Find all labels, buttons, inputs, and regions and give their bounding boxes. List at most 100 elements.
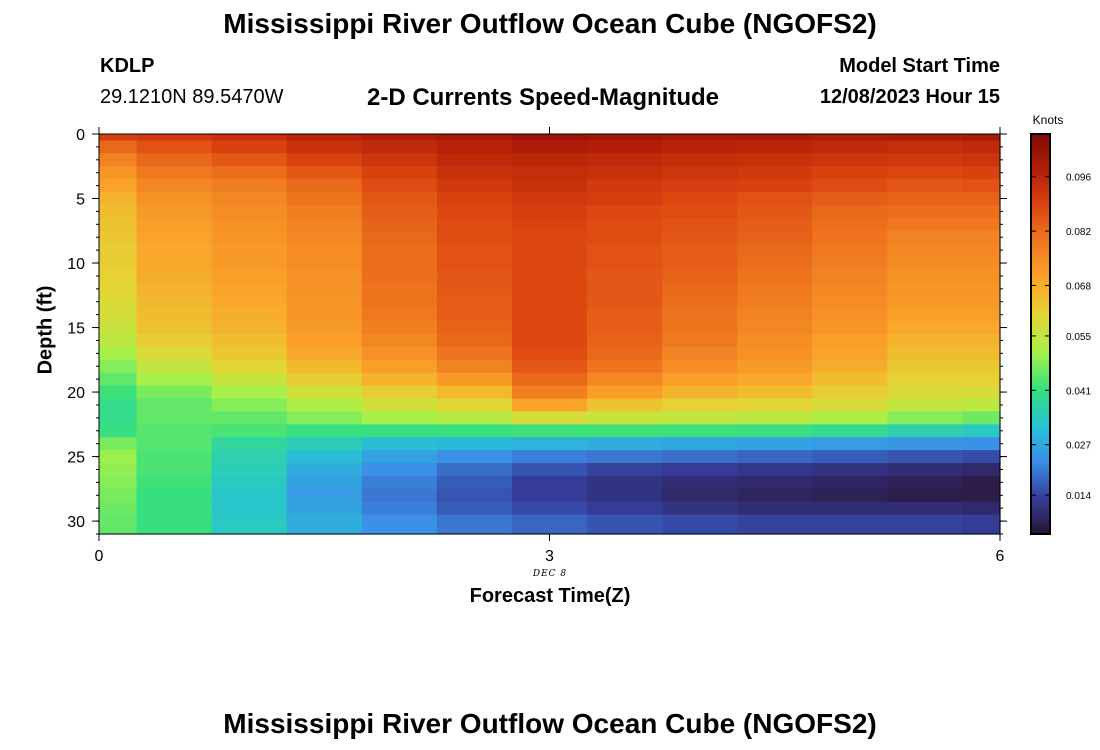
- heatmap-cell: [211, 463, 288, 477]
- heatmap-cell: [737, 411, 813, 425]
- heatmap-cell: [962, 243, 1001, 258]
- heatmap-cell: [812, 230, 888, 245]
- heatmap-cell: [136, 217, 213, 232]
- heatmap-cell: [211, 179, 288, 193]
- y-tick-label: 30: [67, 514, 85, 531]
- heatmap-cell: [962, 308, 1001, 322]
- heatmap-cell: [812, 192, 888, 206]
- heatmap-cell: [211, 217, 288, 232]
- heatmap-cell: [436, 514, 513, 535]
- heatmap-cell: [962, 501, 1001, 516]
- heatmap-cell: [436, 179, 513, 193]
- heatmap-cell: [211, 230, 288, 245]
- heatmap-cell: [511, 217, 588, 232]
- heatmap-cell: [887, 475, 964, 490]
- heatmap-cell: [211, 346, 288, 361]
- heatmap-cell: [587, 140, 663, 154]
- heatmap-cell: [812, 450, 888, 464]
- heatmap-cell: [436, 321, 513, 335]
- heatmap-cell: [286, 398, 363, 413]
- heatmap-cell: [286, 411, 363, 425]
- heatmap-cell: [737, 385, 813, 400]
- heatmap-cell: [737, 217, 813, 232]
- heatmap-cell: [511, 166, 588, 180]
- heatmap-cell: [962, 359, 1001, 374]
- chart-subtitle: 2-D Currents Speed-Magnitude: [367, 84, 720, 111]
- heatmap-cell: [211, 153, 288, 167]
- heatmap-cell: [662, 321, 738, 335]
- heatmap-cell: [436, 295, 513, 309]
- heatmap-cell: [887, 359, 964, 374]
- heatmap-cell: [361, 437, 438, 451]
- heatmap-cell: [361, 204, 438, 219]
- heatmap-cell: [812, 295, 888, 309]
- heatmap-cell: [587, 385, 663, 400]
- heatmap-cell: [662, 334, 738, 348]
- heatmap-cell: [962, 514, 1001, 535]
- heatmap-cell: [286, 372, 363, 387]
- heatmap-cell: [962, 411, 1001, 425]
- heatmap-cell: [511, 463, 588, 477]
- heatmap-cell: [587, 346, 663, 361]
- heatmap-cell: [662, 437, 738, 451]
- heatmap-cell: [99, 385, 138, 400]
- heatmap-cell: [361, 134, 438, 142]
- heatmap-cell: [887, 256, 964, 271]
- heatmap-cell: [99, 450, 138, 464]
- heatmap-cell: [812, 282, 888, 296]
- heatmap-cell: [511, 243, 588, 258]
- heatmap-cell: [99, 437, 138, 451]
- heatmap-cell: [511, 321, 588, 335]
- heatmap-cell: [812, 334, 888, 348]
- heatmap-cell: [962, 256, 1001, 271]
- heatmap-cell: [436, 475, 513, 490]
- heatmap-cell: [99, 282, 138, 296]
- heatmap-cell: [511, 411, 588, 425]
- heatmap-cell: [662, 243, 738, 258]
- heatmap-cell: [99, 334, 138, 348]
- heatmap-cell: [511, 256, 588, 271]
- heatmap-cell: [211, 282, 288, 296]
- heatmap-cell: [662, 346, 738, 361]
- heatmap-cell: [662, 192, 738, 206]
- heatmap-cell: [286, 346, 363, 361]
- heatmap-cell: [136, 308, 213, 322]
- heatmap-cell: [361, 424, 438, 438]
- heatmap-cell: [812, 514, 888, 535]
- heatmap-cell: [99, 166, 138, 180]
- heatmap-cell: [211, 334, 288, 348]
- heatmap-cell: [136, 514, 213, 535]
- x-tick-label: 0: [95, 548, 104, 565]
- heatmap-cell: [662, 153, 738, 167]
- heatmap-cell: [587, 359, 663, 374]
- heatmap-cell: [887, 153, 964, 167]
- colorbar-tick-label: 0.027: [1066, 441, 1091, 452]
- heatmap-cell: [511, 134, 588, 142]
- heatmap-cell: [662, 134, 738, 142]
- heatmap-cell: [136, 398, 213, 413]
- heatmap-cell: [361, 308, 438, 322]
- colorbar-tick-label: 0.068: [1066, 281, 1091, 292]
- heatmap-cell: [211, 321, 288, 335]
- heatmap-cell: [812, 256, 888, 271]
- heatmap-cell: [662, 295, 738, 309]
- heatmap-cell: [361, 346, 438, 361]
- heatmap-cell: [511, 140, 588, 154]
- heatmap-cell: [286, 424, 363, 438]
- heatmap-cell: [436, 134, 513, 142]
- heatmap-cell: [737, 269, 813, 283]
- heatmap-cell: [887, 488, 964, 503]
- heatmap-cell: [662, 308, 738, 322]
- heatmap-cell: [361, 230, 438, 245]
- heatmap-cell: [99, 140, 138, 154]
- heatmap-cell: [887, 204, 964, 219]
- colorbar-ticks: 0.014 0.027 0.041 0.055 0.068 0.082 0.096: [1031, 173, 1091, 502]
- heatmap-cell: [812, 488, 888, 503]
- heatmap-cell: [737, 488, 813, 503]
- heatmap-cell: [211, 295, 288, 309]
- heatmap-cell: [211, 475, 288, 490]
- heatmap-cell: [211, 385, 288, 400]
- heatmap-cell: [587, 217, 663, 232]
- heatmap-cell: [962, 204, 1001, 219]
